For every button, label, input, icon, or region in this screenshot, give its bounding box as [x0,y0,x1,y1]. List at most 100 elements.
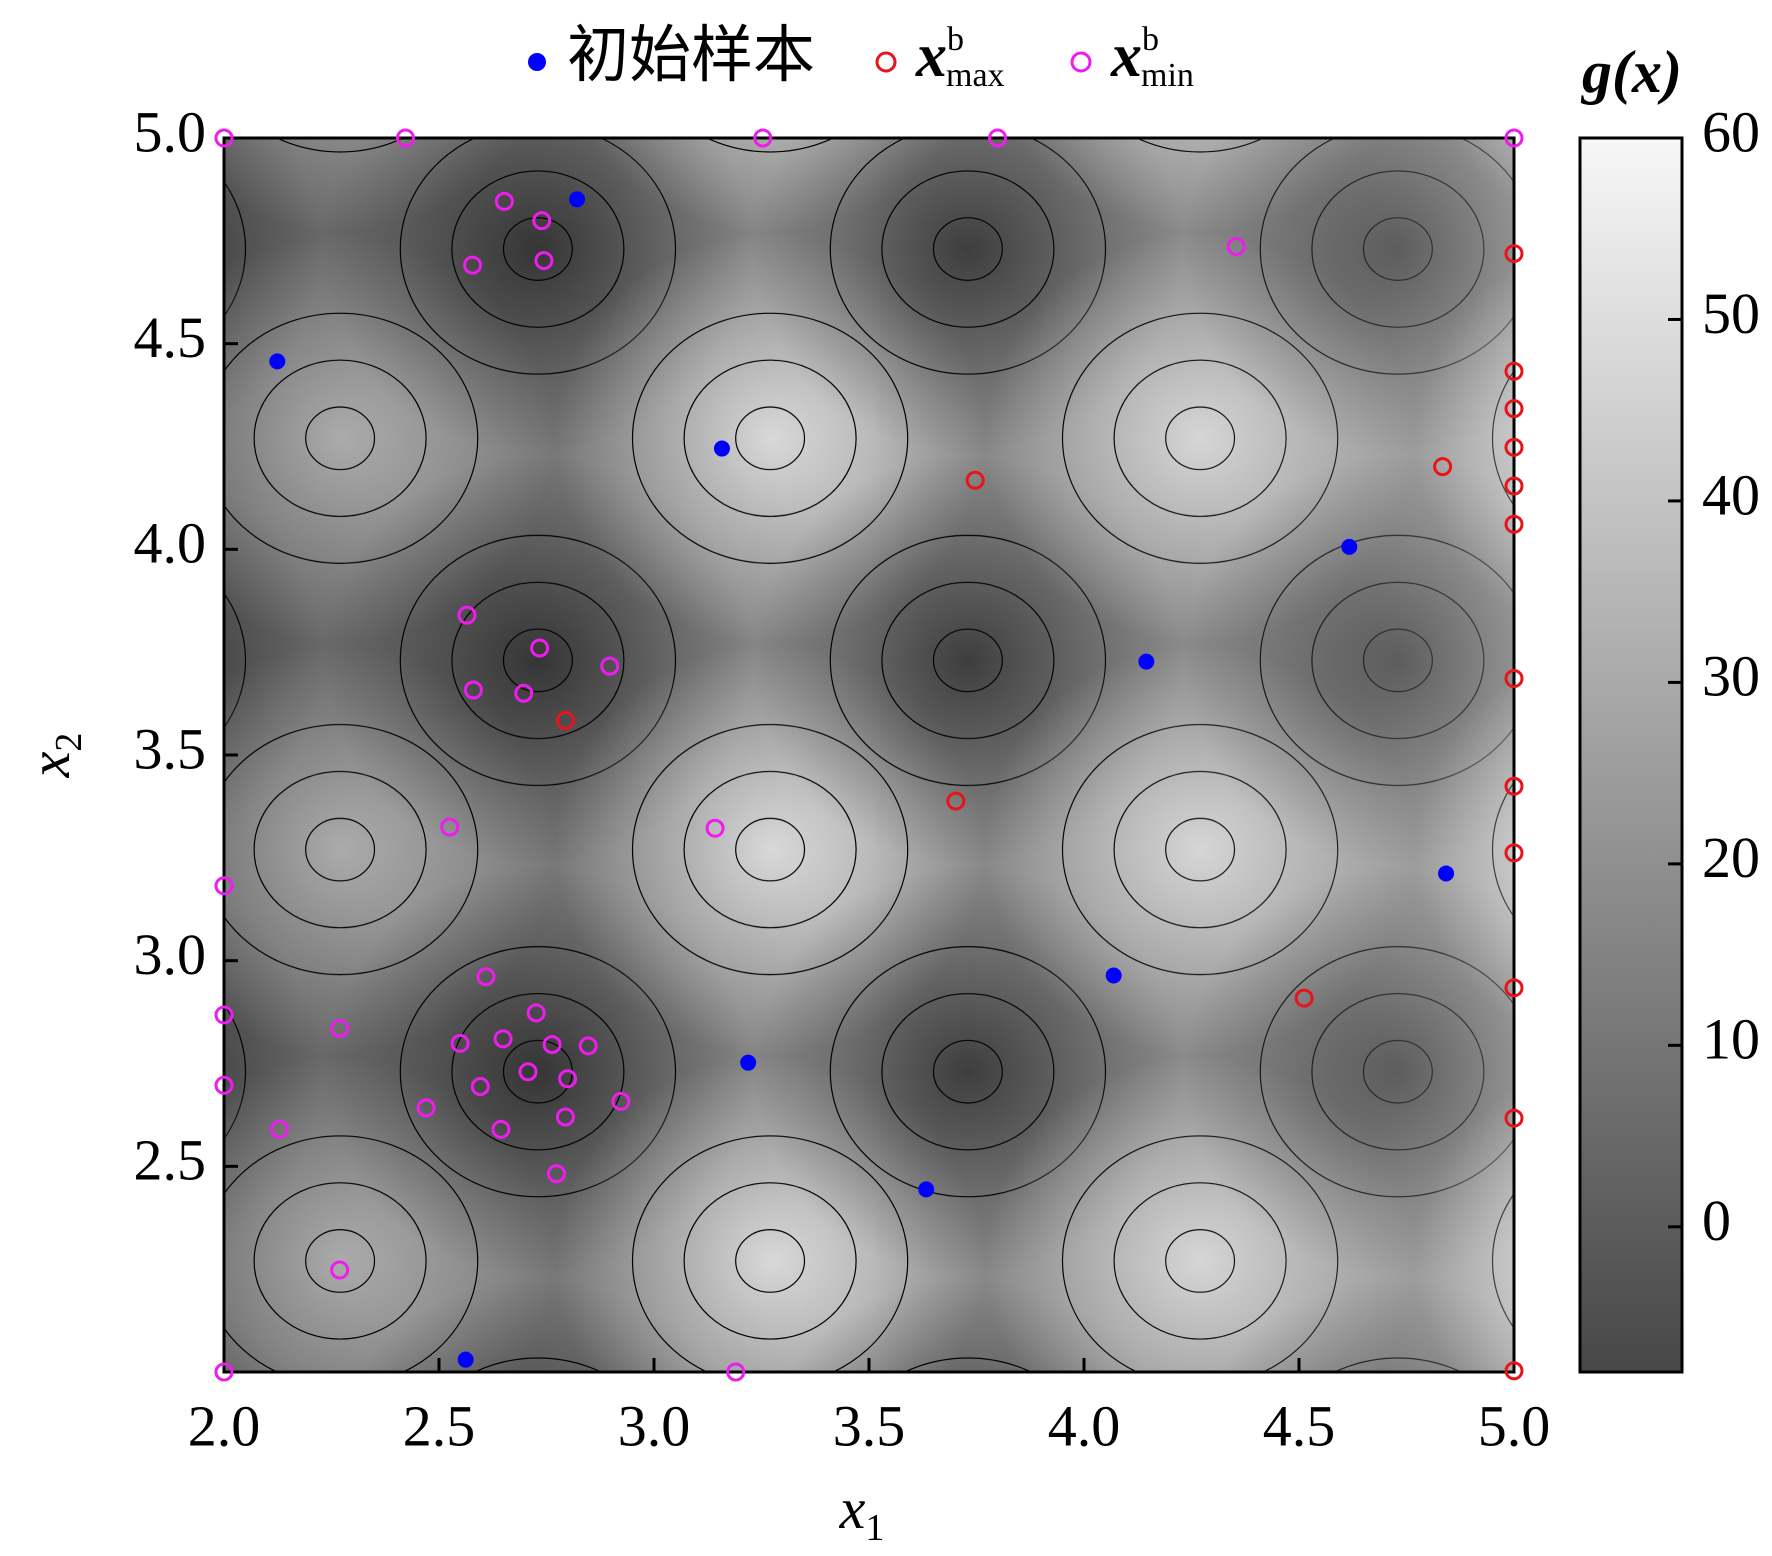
point [1504,244,1524,264]
colorbar-title: g(x) [1580,39,1682,105]
point [330,1260,350,1280]
point [1504,514,1524,534]
y-tick-label: 2.5 [134,1128,207,1193]
point [1438,865,1455,882]
point [532,211,552,231]
point [1433,457,1453,477]
point [965,470,985,490]
y-axis-label: x2 [17,733,89,779]
point [600,656,620,676]
point [530,638,550,658]
point [753,128,773,148]
point [1504,361,1524,381]
y-tick-label: 4.0 [134,511,207,576]
x-tick-label: 2.0 [188,1393,261,1458]
point [457,1351,474,1368]
x-axis-label: x1 [839,1476,885,1548]
point [1138,653,1155,670]
point [518,1062,538,1082]
x-tick-label: 4.0 [1048,1393,1121,1458]
legend-label-sup: b [1142,21,1159,58]
point [542,1035,562,1055]
point [558,1069,578,1089]
x-tick-label: 3.5 [833,1393,906,1458]
point [1294,988,1314,1008]
colorbar-tick-label: 10 [1702,1007,1760,1072]
point [1504,668,1524,688]
point [1504,128,1524,148]
point [705,818,725,838]
legend-label-sub: min [1141,57,1194,94]
point [1504,1108,1524,1128]
point [1105,967,1122,984]
y-tick-label: 3.5 [134,716,207,781]
y-tick-label: 3.0 [134,922,207,987]
point [214,1362,234,1382]
point [569,191,586,208]
point [493,1029,513,1049]
colorbar-tick-label: 50 [1702,281,1760,346]
legend-label-sub: max [946,57,1005,94]
legend-label-main: x [1110,22,1142,90]
colorbar-tick-label: 40 [1702,462,1760,527]
y-tick-label: 5.0 [134,99,207,164]
point [1504,437,1524,457]
point [534,251,554,271]
point [476,967,496,987]
point [1504,843,1524,863]
y-tick-label: 4.5 [134,305,207,370]
x-tick-label: 4.5 [1263,1393,1336,1458]
x-tick-label: 2.5 [403,1393,476,1458]
point [440,817,460,837]
point [491,1119,511,1139]
plot-layer: 2.0 2.5 3.0 3.5 4.0 4.5 5.0 2.5 3.0 3.5 4.0 4.5 5.0 x… [17,21,1760,1549]
point [463,680,483,700]
point [269,353,286,370]
point [514,683,534,703]
colorbar [1578,136,1684,1374]
point [395,128,415,148]
point [214,128,234,148]
colorbar-tick-label: 0 [1702,1188,1731,1253]
colorbar-tick-label: 20 [1702,825,1760,890]
y-axis-label-sub: 2 [48,733,90,752]
x-tick-label: 5.0 [1478,1393,1551,1458]
point [416,1098,436,1118]
x-axis-label-main: x [839,1476,866,1541]
point [214,876,234,896]
point [526,1003,546,1023]
legend-marker [1070,51,1092,73]
point [555,1107,575,1127]
point [470,1077,490,1097]
point [555,710,575,730]
point [726,1362,746,1382]
point [1226,237,1246,257]
field-trend [224,138,1514,1372]
contour-field [224,138,1514,1372]
legend-label-text: 初始样本 [567,22,815,90]
colorbar-tick-label: 30 [1702,644,1760,709]
legend-marker [528,53,546,71]
point [611,1091,631,1111]
point [918,1181,935,1198]
legend-marker [875,51,897,73]
colorbar-tick-label: 60 [1702,99,1760,164]
point [946,791,966,811]
legend-label: 初始样本 [567,22,815,90]
point [463,255,483,275]
point [1341,538,1358,555]
point [1504,1361,1524,1381]
point [1504,978,1524,998]
y-axis-label-main: x [17,751,82,778]
point [214,1005,234,1025]
legend-label-main: x [915,22,947,90]
legend-label-sup: b [947,21,964,58]
x-tick-label: 3.0 [618,1393,691,1458]
point [988,128,1008,148]
point [330,1019,350,1039]
point [713,440,730,457]
point [1504,399,1524,419]
point [494,191,514,211]
legend-label: xb max [915,21,1005,94]
